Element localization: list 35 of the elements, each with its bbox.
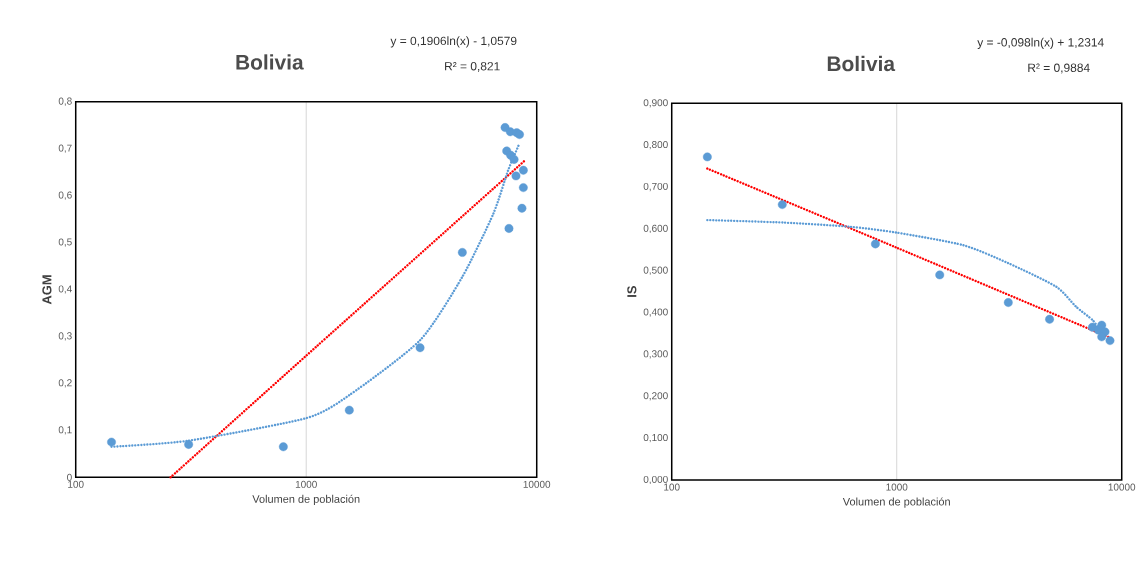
x-tick-label: 10000 xyxy=(1108,483,1136,491)
y-tick-label: 0,400 xyxy=(643,308,668,317)
text: R² = 0,821 xyxy=(445,62,500,72)
y-tick-label: 0,800 xyxy=(643,141,668,150)
x-axis-title: Volumen de población xyxy=(842,497,950,508)
y-tick-label: 0,7 xyxy=(58,144,72,153)
y-tick-label: 0,600 xyxy=(643,224,668,233)
x-tick-label: 1000 xyxy=(295,480,317,488)
text: R² = 0,9884 xyxy=(1028,63,1090,74)
x-tick-label: 10000 xyxy=(523,480,551,488)
text: y = -0,098ln(x) + 1,2314 xyxy=(977,37,1104,49)
y-tick-label: 0,6 xyxy=(58,191,72,200)
y-axis-title: IS xyxy=(627,286,637,297)
chart-title: Bolivia xyxy=(827,55,896,72)
y-tick-label: 0,5 xyxy=(58,238,72,247)
y-tick-label: 0,4 xyxy=(58,285,72,294)
y-tick-label: 0,2 xyxy=(58,379,72,388)
y-tick-label: 0,3 xyxy=(58,332,72,341)
y-tick-label: 0,1 xyxy=(58,426,72,435)
chart-title: Bolivia xyxy=(236,54,304,70)
x-tick-label: 100 xyxy=(664,483,680,491)
y-axis-title: AGM xyxy=(42,275,52,305)
y-tick-label: 0,8 xyxy=(58,97,72,106)
x-tick-label: 100 xyxy=(68,480,84,488)
y-tick-label: 0,900 xyxy=(643,99,668,108)
y-tick-label: 0,700 xyxy=(643,182,668,192)
text: y = 0,1906ln(x) - 1,0579 xyxy=(390,36,517,48)
x-tick-label: 1000 xyxy=(886,483,908,491)
x-axis-title: Volumen de población xyxy=(252,494,360,506)
y-tick-label: 0,300 xyxy=(643,350,668,359)
y-tick-label: 0,200 xyxy=(643,392,668,401)
y-tick-label: 0,100 xyxy=(643,434,668,443)
y-tick-label: 0 xyxy=(67,473,72,481)
y-tick-label: 0,000 xyxy=(643,475,668,485)
y-tick-label: 0,500 xyxy=(643,266,668,275)
